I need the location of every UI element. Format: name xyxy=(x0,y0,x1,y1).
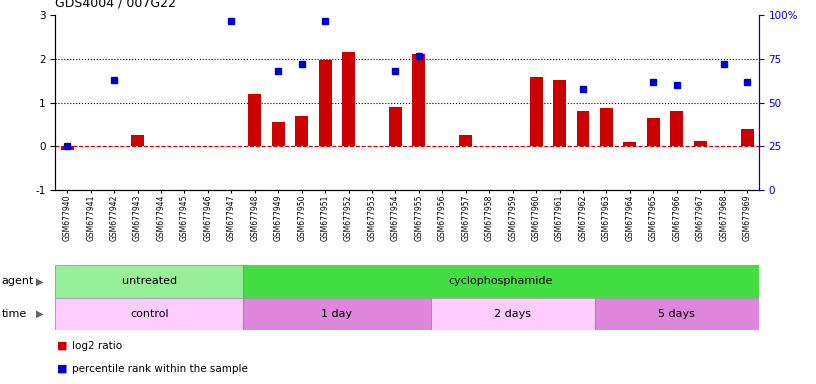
Bar xyxy=(60,146,73,150)
Bar xyxy=(694,141,707,146)
Bar xyxy=(243,298,431,330)
Bar xyxy=(248,94,261,146)
Text: agent: agent xyxy=(2,276,34,286)
Text: ■: ■ xyxy=(57,341,68,351)
Bar xyxy=(671,111,683,146)
Text: cyclophosphamide: cyclophosphamide xyxy=(449,276,553,286)
Text: percentile rank within the sample: percentile rank within the sample xyxy=(72,364,248,374)
Bar xyxy=(595,298,759,330)
Bar xyxy=(131,135,144,146)
Text: GDS4004 / 007G22: GDS4004 / 007G22 xyxy=(55,0,176,10)
Text: control: control xyxy=(130,309,169,319)
Bar xyxy=(55,265,243,298)
Text: 2 days: 2 days xyxy=(494,309,531,319)
Text: untreated: untreated xyxy=(122,276,177,286)
Bar xyxy=(319,60,331,146)
Bar xyxy=(600,108,613,146)
Text: ■: ■ xyxy=(57,364,68,374)
Text: log2 ratio: log2 ratio xyxy=(72,341,122,351)
Bar xyxy=(295,116,308,146)
Bar xyxy=(342,53,355,146)
Text: 1 day: 1 day xyxy=(322,309,353,319)
Bar xyxy=(412,54,425,146)
Text: 5 days: 5 days xyxy=(659,309,695,319)
Bar xyxy=(431,298,595,330)
Bar xyxy=(243,265,759,298)
Bar xyxy=(530,78,543,146)
Bar xyxy=(741,129,754,146)
Bar xyxy=(55,298,243,330)
Text: ▶: ▶ xyxy=(36,309,43,319)
Bar xyxy=(389,107,402,146)
Bar xyxy=(459,135,472,146)
Bar xyxy=(623,142,636,146)
Text: time: time xyxy=(2,309,27,319)
Bar xyxy=(553,80,566,146)
Text: ▶: ▶ xyxy=(36,276,43,286)
Bar xyxy=(577,111,589,146)
Bar xyxy=(272,122,285,146)
Bar xyxy=(647,118,660,146)
